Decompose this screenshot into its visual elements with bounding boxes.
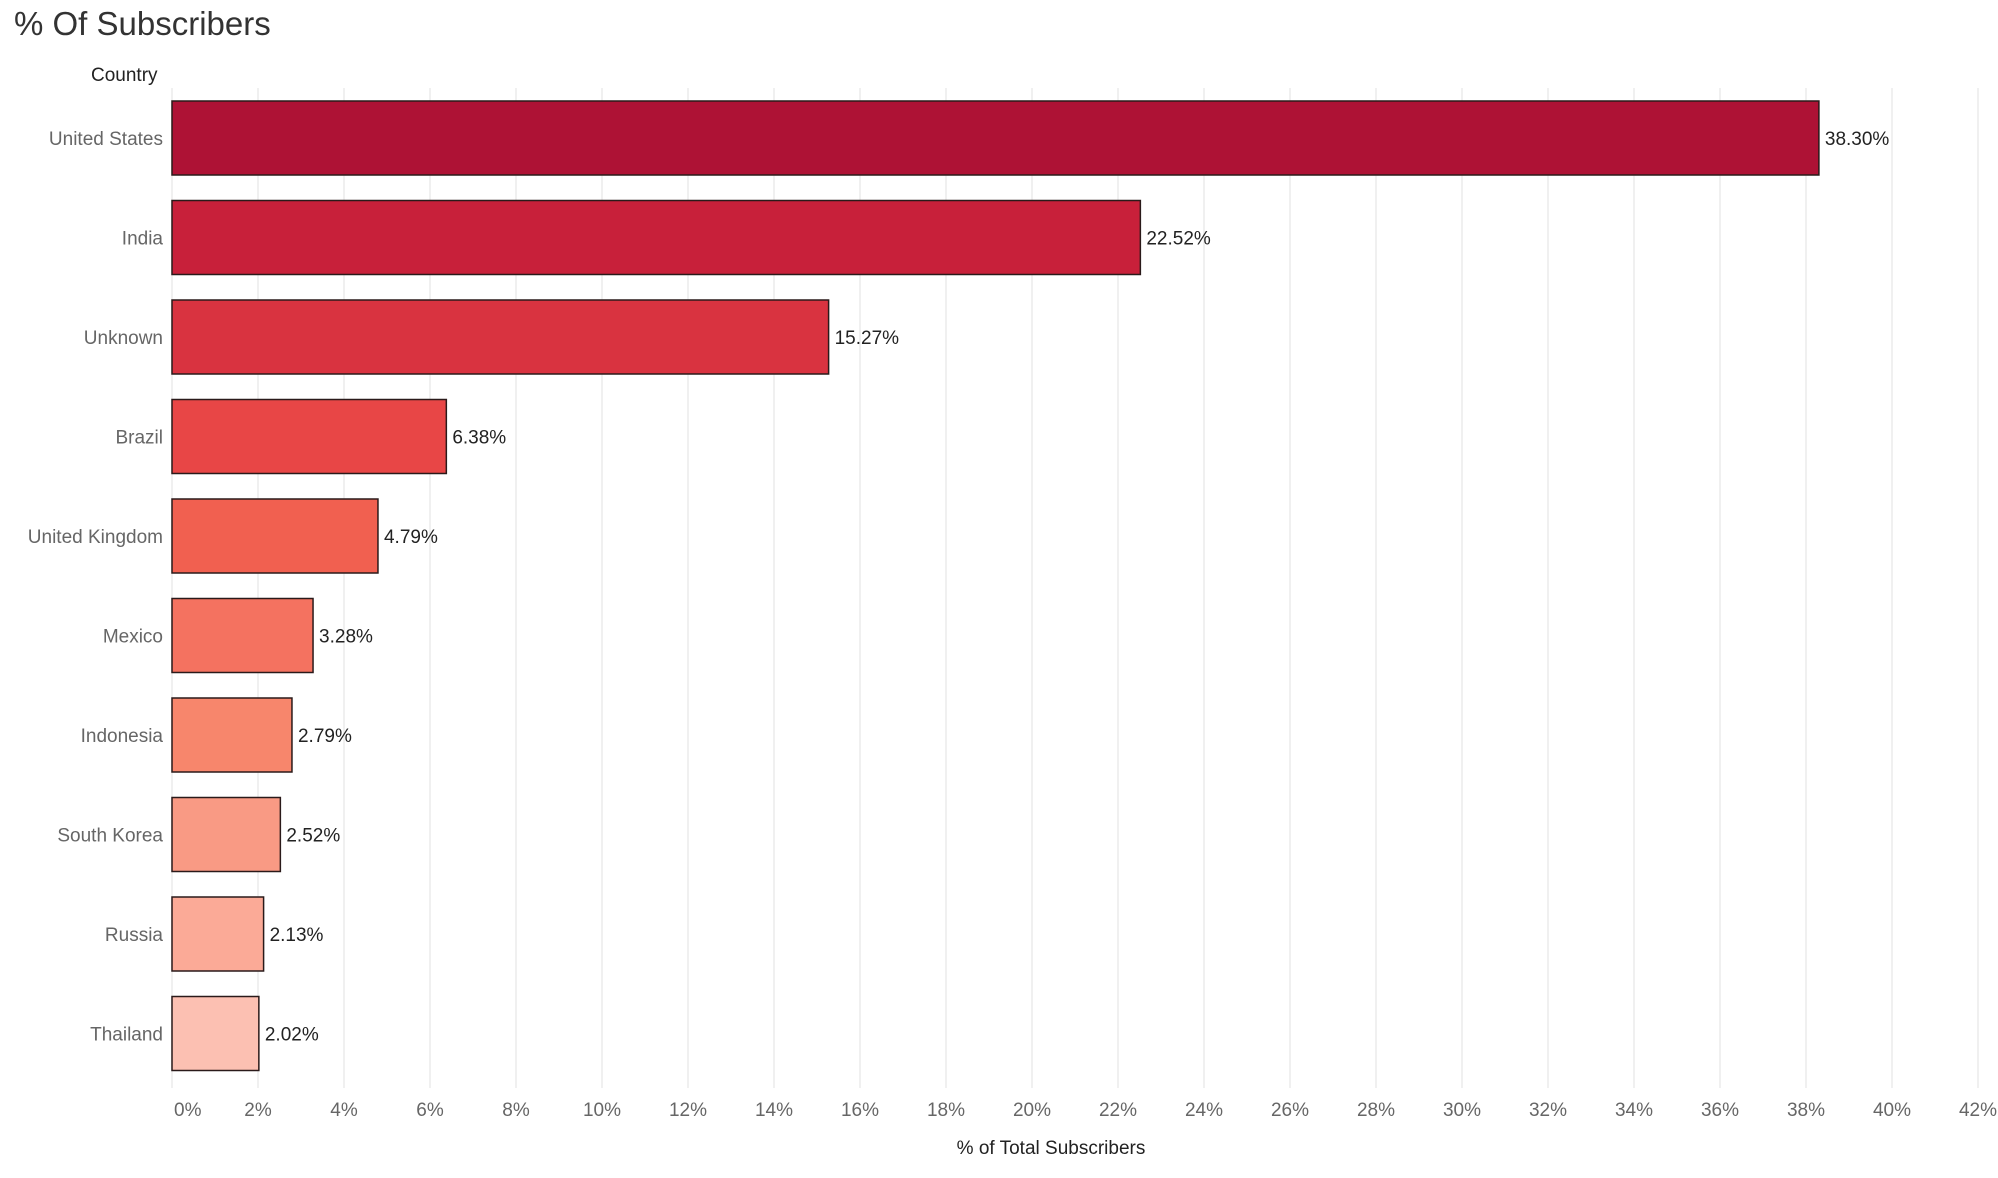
x-axis: 0% 2% 4% 6% 8% 10% 12% 14% 16% 18% 20% 22% 24% 26% 28%… <box>174 1100 1997 1159</box>
x-tick-label: 16% <box>841 1100 879 1121</box>
bar <box>171 398 448 475</box>
value-label: 3.28% <box>319 627 373 648</box>
x-tick-label: 18% <box>927 1100 965 1121</box>
x-tick-label: 8% <box>502 1100 530 1121</box>
value-label: 4.79% <box>384 527 438 548</box>
x-tick-label: 20% <box>1013 1100 1051 1121</box>
x-tick-label: 12% <box>669 1100 707 1121</box>
category-label: Thailand <box>90 1025 163 1046</box>
x-tick-label: 32% <box>1529 1100 1567 1121</box>
bar <box>171 299 830 375</box>
chart-title: % Of Subscribers <box>14 5 271 42</box>
value-label: 2.79% <box>298 726 352 747</box>
x-axis-title: % of Total Subscribers <box>957 1138 1146 1159</box>
x-tick-label: 36% <box>1701 1100 1739 1121</box>
bar <box>171 100 1820 176</box>
x-tick-label: 14% <box>755 1100 793 1121</box>
x-tick-label: 30% <box>1443 1100 1481 1121</box>
x-tick-label: 10% <box>583 1100 621 1121</box>
category-label: United States <box>49 129 163 150</box>
value-label: 6.38% <box>452 428 506 449</box>
category-label: South Korea <box>57 826 163 847</box>
x-tick-label: 0% <box>174 1100 202 1121</box>
x-tick-label: 42% <box>1959 1100 1997 1121</box>
value-label: 22.52% <box>1146 229 1211 250</box>
category-label: Indonesia <box>81 726 164 747</box>
x-tick-label: 24% <box>1185 1100 1223 1121</box>
x-tick-label: 6% <box>416 1100 444 1121</box>
value-label: 2.02% <box>265 1025 319 1046</box>
value-label: 15.27% <box>835 328 900 349</box>
x-tick-label: 22% <box>1099 1100 1137 1121</box>
x-tick-label: 38% <box>1787 1100 1825 1121</box>
x-tick-label: 26% <box>1271 1100 1309 1121</box>
x-tick-label: 4% <box>330 1100 358 1121</box>
category-label: Mexico <box>103 627 163 648</box>
bars <box>171 100 1820 1072</box>
category-label: Unknown <box>84 328 163 349</box>
labels: United States 38.30% India 22.52% Unknown 15.… <box>28 129 1890 1046</box>
value-label: 38.30% <box>1825 129 1890 150</box>
x-tick-label: 40% <box>1873 1100 1911 1121</box>
x-tick-label: 34% <box>1615 1100 1653 1121</box>
value-label: 2.52% <box>286 826 340 847</box>
row-header-country: Country <box>91 65 158 86</box>
category-label: United Kingdom <box>28 527 163 548</box>
bar <box>171 995 260 1072</box>
bar <box>171 896 265 972</box>
bar <box>171 498 379 574</box>
value-label: 2.13% <box>270 925 324 946</box>
x-tick-label: 28% <box>1357 1100 1395 1121</box>
category-label: Russia <box>105 925 164 946</box>
x-tick-label: 2% <box>244 1100 272 1121</box>
bar <box>171 796 282 873</box>
category-label: Brazil <box>115 428 163 449</box>
bar <box>171 597 314 674</box>
bar <box>171 199 1142 276</box>
bar <box>171 697 293 773</box>
category-label: India <box>122 229 164 250</box>
